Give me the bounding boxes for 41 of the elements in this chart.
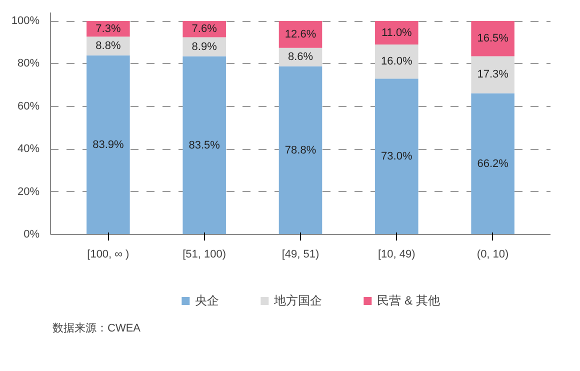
data-label: 83.5%	[188, 139, 220, 152]
bar	[278, 21, 322, 48]
legend-label: 民营 & 其他	[377, 292, 440, 309]
x-tick-label: (0, 10)	[476, 248, 509, 260]
bar	[471, 21, 514, 56]
bar	[375, 78, 418, 234]
bar	[182, 56, 226, 234]
data-label: 7.6%	[192, 23, 218, 36]
bar	[471, 93, 514, 234]
bar	[182, 21, 226, 38]
data-label: 78.8%	[284, 144, 316, 156]
data-label: 16.5%	[477, 32, 509, 45]
y-tick-label: 0%	[24, 228, 40, 240]
data-label: 11.0%	[381, 26, 412, 39]
legend-label: 央企	[195, 292, 220, 309]
source-note: 数据来源：CWEA	[52, 322, 142, 334]
y-tick-label: 20%	[17, 186, 40, 198]
y-tick-label: 60%	[17, 100, 40, 112]
legend-label: 地方国企	[274, 292, 322, 309]
data-label: 8.9%	[192, 40, 218, 53]
data-label: 73.0%	[381, 150, 412, 163]
y-tick-label: 40%	[17, 143, 40, 156]
data-label: 17.3%	[477, 68, 509, 81]
data-label: 8.6%	[288, 51, 314, 64]
bar	[375, 44, 418, 79]
data-label: 12.6%	[284, 28, 316, 40]
x-tick-label: [49, 51)	[282, 248, 320, 260]
data-label: 7.3%	[96, 22, 121, 35]
data-label: 8.8%	[96, 40, 121, 52]
data-label: 16.0%	[381, 56, 412, 68]
bar	[86, 55, 130, 234]
bar	[471, 56, 514, 94]
y-tick-label: 100%	[11, 15, 40, 28]
x-tick-label: [100, ∞ )	[87, 248, 130, 260]
x-tick-label: [51, 100)	[182, 248, 226, 260]
bar	[375, 21, 418, 45]
data-label: 66.2%	[477, 158, 509, 170]
y-tick-label: 80%	[17, 58, 40, 70]
bar	[278, 66, 322, 234]
x-tick-label: [10, 49)	[378, 248, 416, 260]
data-label: 83.9%	[92, 138, 124, 151]
